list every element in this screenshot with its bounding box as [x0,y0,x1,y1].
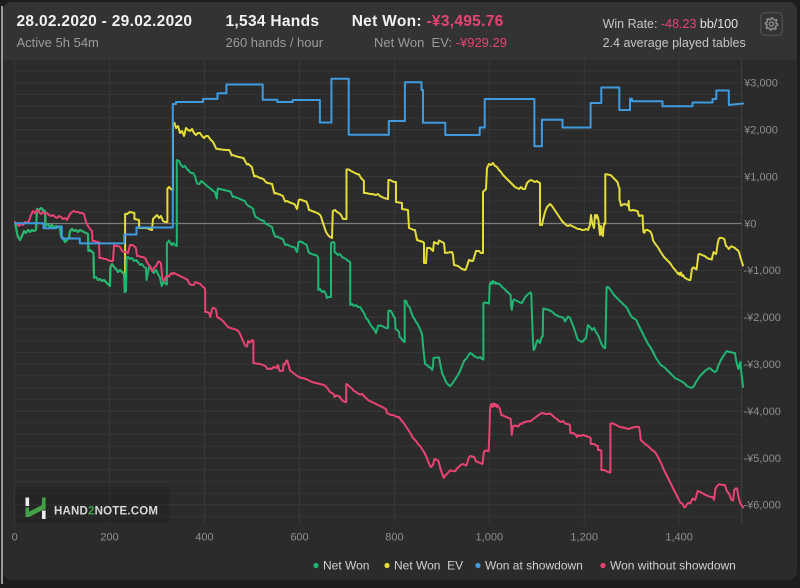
svg-text:800: 800 [385,532,403,544]
svg-text:Net Won EV: Net Won EV [394,559,463,573]
svg-text:-¥1,000: -¥1,000 [744,265,781,277]
svg-text:Net Won: Net Won [323,559,369,573]
svg-text:HAND2NOTE.COM: HAND2NOTE.COM [54,506,158,518]
svg-text:Won at showdown: Won at showdown [485,559,583,573]
svg-text:600: 600 [290,532,308,544]
svg-text:Won without showdown: Won without showdown [610,559,736,573]
svg-text:1,000: 1,000 [476,532,504,544]
svg-text:¥3,000: ¥3,000 [743,78,778,90]
svg-text:0: 0 [12,532,18,544]
svg-text:-¥2,000: -¥2,000 [744,312,781,324]
svg-text:-¥5,000: -¥5,000 [744,453,781,465]
svg-text:1,400: 1,400 [665,532,693,544]
svg-text:400: 400 [195,532,213,544]
svg-text:-¥3,000: -¥3,000 [744,359,781,371]
svg-text:200: 200 [100,532,118,544]
svg-text:1,200: 1,200 [570,532,598,544]
svg-text:-¥4,000: -¥4,000 [744,406,781,418]
svg-text:-¥6,000: -¥6,000 [744,500,781,512]
svg-text:¥0: ¥0 [743,218,756,230]
svg-text:¥1,000: ¥1,000 [743,171,778,183]
svg-text:¥2,000: ¥2,000 [743,125,778,137]
